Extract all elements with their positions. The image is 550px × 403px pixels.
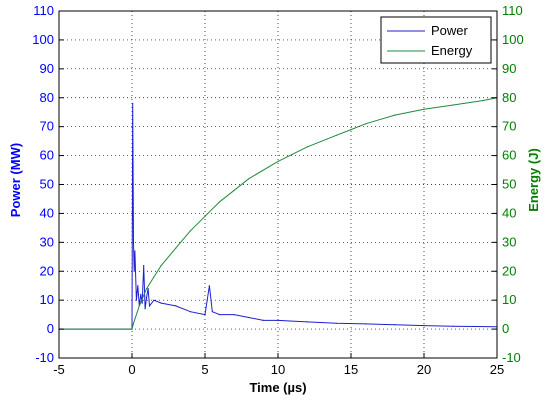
data-point-power	[147, 288, 149, 290]
data-point-energy	[423, 108, 425, 110]
x-axis-title: Time (µs)	[249, 380, 306, 395]
right-tick-label: 10	[502, 292, 516, 307]
data-point-energy	[248, 178, 250, 180]
data-point-power	[133, 270, 135, 272]
data-point-power	[365, 323, 367, 325]
left-tick-label: 110	[33, 3, 54, 18]
x-tick-label: 25	[490, 362, 504, 377]
right-tick-label: 60	[502, 148, 516, 163]
data-point-power	[146, 296, 148, 298]
x-tick-label: 0	[128, 362, 135, 377]
data-point-energy	[219, 201, 221, 203]
data-point-energy	[175, 247, 177, 249]
data-point-power	[277, 319, 279, 321]
data-point-power	[153, 299, 155, 301]
legend-box	[380, 16, 492, 64]
right-tick-label: 0	[502, 321, 509, 336]
data-point-power	[423, 325, 425, 327]
data-point-power	[132, 102, 134, 105]
data-point-energy	[452, 104, 454, 106]
data-point-power	[143, 264, 145, 267]
data-point-power	[211, 311, 213, 313]
data-point-energy	[394, 114, 396, 116]
data-point-energy	[131, 328, 133, 330]
right-tick-label: 40	[502, 205, 516, 220]
x-tick-label: -5	[53, 362, 65, 377]
left-tick-label: 80	[40, 90, 54, 105]
left-tick-label: 100	[32, 32, 54, 47]
data-point-power	[306, 321, 308, 323]
left-tick-label: 50	[40, 177, 54, 192]
data-point-power	[134, 250, 136, 252]
right-tick-label: -10	[502, 350, 521, 365]
data-point-power	[394, 324, 396, 326]
data-point-power	[135, 299, 137, 301]
data-point-energy	[277, 160, 279, 162]
left-tick-label: 0	[47, 321, 54, 336]
right-tick-label: 20	[502, 263, 516, 278]
data-point-energy	[350, 129, 352, 131]
data-point-energy	[481, 100, 483, 102]
data-point-power	[137, 285, 139, 287]
left-tick-label: 70	[40, 119, 54, 134]
data-point-power	[189, 311, 191, 313]
data-point-power	[262, 319, 264, 321]
axes: -100102030405060708090100110-10010203040…	[32, 3, 523, 377]
left-tick-label: 10	[40, 292, 54, 307]
right-tick-label: 100	[502, 32, 524, 47]
data-point-energy	[146, 288, 148, 290]
data-point-energy	[233, 189, 235, 191]
data-point-energy	[335, 134, 337, 136]
x-tick-label: 5	[201, 362, 208, 377]
right-tick-label: 110	[502, 3, 523, 18]
legend-label-energy: Energy	[431, 43, 473, 58]
left-tick-label: -10	[35, 350, 54, 365]
data-point-energy	[204, 215, 206, 217]
left-tick-label: 20	[40, 263, 54, 278]
right-tick-label: 30	[502, 234, 516, 249]
plot-area	[58, 97, 498, 330]
data-point-power	[140, 293, 142, 295]
right-tick-label: 50	[502, 177, 516, 192]
data-point-power	[175, 305, 177, 307]
legend: Power Energy	[380, 16, 492, 64]
x-tick-label: 20	[417, 362, 431, 377]
x-tick-label: 10	[271, 362, 285, 377]
data-point-power	[248, 316, 250, 319]
left-tick-label: 40	[40, 205, 54, 220]
right-tick-label: 70	[502, 119, 516, 134]
data-point-energy	[189, 230, 191, 232]
data-point-power	[219, 314, 221, 316]
left-tick-label: 90	[40, 61, 54, 76]
data-point-energy	[160, 264, 162, 267]
data-point-power	[233, 314, 235, 316]
data-point-energy	[138, 305, 140, 307]
data-point-power	[204, 314, 206, 316]
left-axis-title: Power (MW)	[8, 143, 23, 217]
data-point-energy	[306, 146, 308, 148]
data-point-power	[452, 325, 454, 327]
data-point-power	[132, 241, 135, 243]
x-tick-label: 15	[344, 362, 358, 377]
data-point-power	[160, 302, 162, 304]
data-point-power	[335, 322, 337, 324]
data-point-power	[148, 305, 151, 307]
data-point-energy	[365, 123, 367, 125]
data-point-power	[141, 302, 143, 304]
left-tick-label: 60	[40, 148, 54, 163]
right-axis-title: Energy (J)	[526, 148, 541, 212]
data-point-energy	[132, 322, 135, 324]
legend-label-power: Power	[431, 23, 469, 38]
data-point-power	[208, 285, 210, 287]
right-tick-label: 90	[502, 61, 516, 76]
right-tick-label: 80	[502, 90, 516, 105]
data-point-power	[144, 308, 146, 310]
left-tick-label: 30	[40, 234, 54, 249]
data-point-energy	[153, 276, 155, 278]
